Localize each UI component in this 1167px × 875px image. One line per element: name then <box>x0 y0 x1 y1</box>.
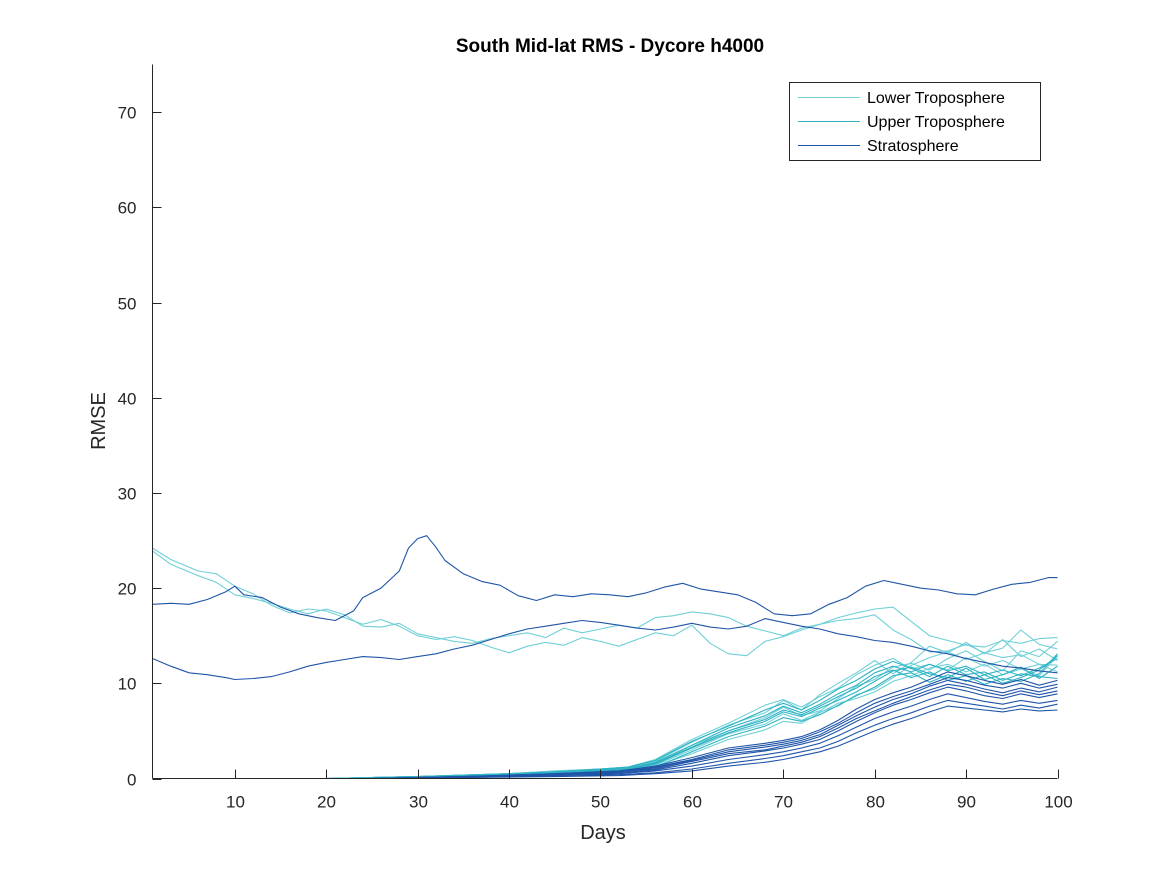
x-tick-label: 80 <box>866 793 885 812</box>
series-line-strato-20 <box>152 683 1058 780</box>
x-tick-label: 10 <box>226 793 245 812</box>
x-tick-label: 70 <box>774 793 793 812</box>
y-axis-title: RMSE <box>88 392 110 450</box>
series-line-strato-21 <box>152 677 1058 780</box>
series-line-lower-0 <box>152 547 1058 657</box>
x-tick-label: 50 <box>591 793 610 812</box>
series-layer <box>152 535 1058 780</box>
series-line-strato-12 <box>152 535 1058 622</box>
axes: 10 20 30 40 50 60 70 80 90 100 0 10 20 30 40 50 60 70 <box>118 64 1073 812</box>
series-line-strato-19 <box>152 705 1058 780</box>
series-line-strato-13 <box>152 618 1058 681</box>
legend-label-upper: Upper Troposphere <box>867 114 1005 131</box>
series-line-lower-5 <box>152 638 1058 780</box>
y-tick-label: 40 <box>118 390 137 409</box>
series-line-lower-1 <box>152 550 1058 654</box>
legend-items: Lower Troposphere Upper Troposphere Strato… <box>798 90 1005 155</box>
x-tick-label: 30 <box>409 793 428 812</box>
x-tick-label: 90 <box>957 793 976 812</box>
series-line-strato-16 <box>152 686 1058 780</box>
y-tick-label: 0 <box>127 771 136 790</box>
x-ticks: 10 20 30 40 50 60 70 80 90 100 <box>226 769 1073 812</box>
chart-title: South Mid-lat RMS - Dycore h4000 <box>456 36 764 57</box>
legend: Lower Troposphere Upper Troposphere Strato… <box>789 82 1041 161</box>
y-tick-label: 70 <box>118 104 137 123</box>
legend-label-strato: Stratosphere <box>867 138 959 155</box>
x-tick-label: 100 <box>1044 793 1072 812</box>
series-line-upper-11 <box>152 653 1058 780</box>
legend-label-lower: Lower Troposphere <box>867 90 1005 107</box>
y-tick-label: 30 <box>118 485 137 504</box>
series-line-strato-17 <box>152 693 1058 780</box>
x-axis-title: Days <box>580 822 626 844</box>
series-line-strato-18 <box>152 699 1058 780</box>
y-tick-label: 10 <box>118 675 137 694</box>
series-line-upper-8 <box>152 665 1058 780</box>
y-tick-label: 20 <box>118 580 137 599</box>
x-tick-label: 40 <box>500 793 519 812</box>
y-ticks: 0 10 20 30 40 50 60 70 <box>118 104 162 790</box>
x-tick-label: 60 <box>683 793 702 812</box>
x-tick-label: 20 <box>317 793 336 812</box>
y-tick-label: 50 <box>118 295 137 314</box>
y-tick-label: 60 <box>118 199 137 218</box>
